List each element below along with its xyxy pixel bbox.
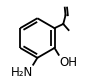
Text: OH: OH	[59, 56, 77, 69]
Text: H₂N: H₂N	[11, 66, 33, 79]
